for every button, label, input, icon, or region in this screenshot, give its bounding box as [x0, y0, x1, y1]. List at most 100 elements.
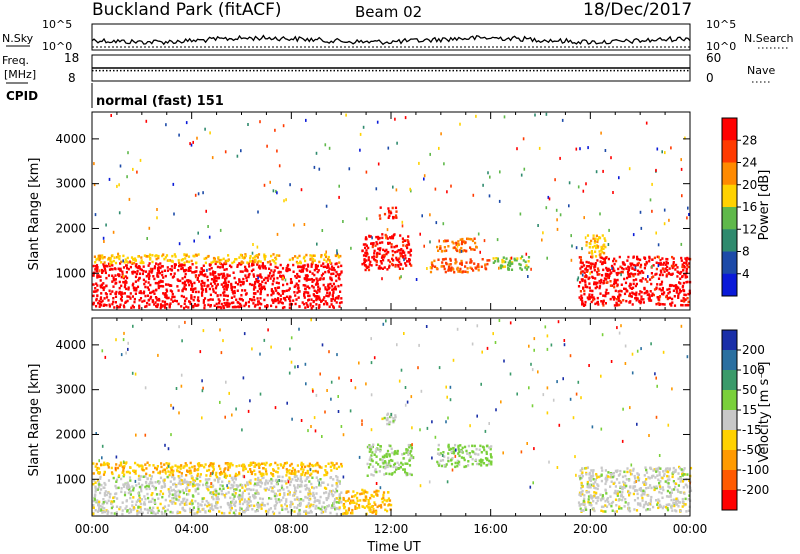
- range-cell: [434, 187, 437, 191]
- range-cell: [580, 472, 583, 476]
- range-cell: [104, 463, 107, 466]
- range-cell: [676, 503, 679, 506]
- range-cell: [460, 450, 463, 453]
- range-cell: [662, 488, 665, 492]
- range-cell: [263, 253, 266, 256]
- range-cell: [628, 167, 631, 171]
- range-cell: [167, 447, 170, 451]
- range-cell: [362, 492, 366, 495]
- range-cell: [122, 274, 125, 278]
- range-cell: [335, 489, 339, 493]
- range-cell: [148, 500, 151, 504]
- range-cell: [287, 480, 290, 484]
- range-cell: [259, 260, 262, 263]
- range-cell: [307, 291, 310, 295]
- range-cell: [272, 512, 276, 515]
- range-cell: [205, 499, 208, 503]
- range-cell: [379, 458, 382, 461]
- range-cell: [632, 485, 635, 488]
- range-cell: [655, 467, 658, 471]
- range-cell: [629, 275, 632, 278]
- range-cell: [181, 289, 184, 292]
- range-cell: [390, 245, 393, 249]
- range-cell: [394, 450, 397, 453]
- range-cell: [221, 472, 224, 475]
- range-cell: [680, 259, 683, 262]
- range-cell: [613, 262, 616, 266]
- range-cell: [249, 298, 252, 301]
- range-cell: [234, 258, 237, 261]
- range-cell: [95, 468, 98, 472]
- range-cell: [687, 300, 690, 304]
- range-cell: [688, 494, 691, 497]
- range-cell: [662, 261, 666, 265]
- range-cell: [668, 468, 671, 472]
- range-cell: [650, 495, 653, 499]
- range-cell: [210, 278, 214, 281]
- range-cell: [197, 492, 200, 495]
- range-cell: [248, 480, 251, 484]
- range-cell: [347, 497, 351, 500]
- range-cell: [92, 301, 95, 305]
- range-cell: [634, 293, 638, 297]
- range-cell: [136, 270, 139, 273]
- range-cell: [687, 498, 690, 501]
- range-cell: [586, 482, 589, 486]
- range-cell: [156, 216, 158, 220]
- range-cell: [301, 265, 304, 269]
- range-cell: [332, 266, 335, 270]
- range-cell: [269, 485, 272, 489]
- range-cell: [205, 256, 208, 260]
- range-cell: [378, 267, 381, 270]
- range-cell: [193, 468, 196, 471]
- range-cell: [584, 279, 587, 282]
- range-cell: [396, 449, 399, 453]
- range-cell: [184, 299, 187, 303]
- range-cell: [309, 304, 312, 307]
- range-cell: [260, 283, 263, 286]
- range-cell: [205, 209, 207, 213]
- range-cell: [254, 496, 257, 499]
- range-cell: [118, 211, 121, 215]
- range-cell: [96, 488, 99, 491]
- range-cell: [159, 303, 162, 306]
- range-cell: [246, 500, 249, 503]
- range-cell: [173, 299, 176, 302]
- range-cell: [544, 325, 547, 329]
- range-cell: [507, 268, 510, 271]
- range-cell: [120, 490, 123, 494]
- range-cell: [448, 268, 451, 272]
- range-cell: [395, 468, 398, 471]
- range-cell: [316, 291, 319, 294]
- range-cell: [603, 243, 606, 246]
- range-cell: [226, 283, 230, 287]
- range-cell: [272, 290, 275, 293]
- range-cell: [110, 502, 113, 506]
- range-cell: [680, 158, 682, 162]
- range-cell: [277, 297, 280, 300]
- range-cell: [157, 271, 160, 274]
- range-cell: [262, 472, 265, 476]
- range-cell: [278, 479, 280, 482]
- range-cell: [624, 501, 627, 504]
- range-cell: [278, 500, 281, 504]
- range-cell: [288, 303, 291, 306]
- range-cell: [640, 280, 643, 283]
- range-cell: [176, 278, 179, 281]
- range-cell: [527, 275, 529, 278]
- noise-sky-trace: [91, 34, 691, 46]
- range-cell: [99, 491, 102, 495]
- range-cell: [587, 265, 590, 268]
- range-cell: [128, 507, 132, 511]
- range-cell: [629, 300, 632, 303]
- range-cell: [657, 478, 660, 481]
- noise-sky-label: N.Sky: [2, 32, 34, 45]
- range-cell: [572, 416, 575, 420]
- range-cell: [275, 470, 278, 473]
- range-cell: [171, 493, 174, 496]
- range-cell: [603, 251, 606, 255]
- range-cell: [451, 457, 454, 460]
- range-cell: [377, 162, 380, 166]
- range-cell: [662, 474, 666, 478]
- range-cell: [236, 485, 239, 489]
